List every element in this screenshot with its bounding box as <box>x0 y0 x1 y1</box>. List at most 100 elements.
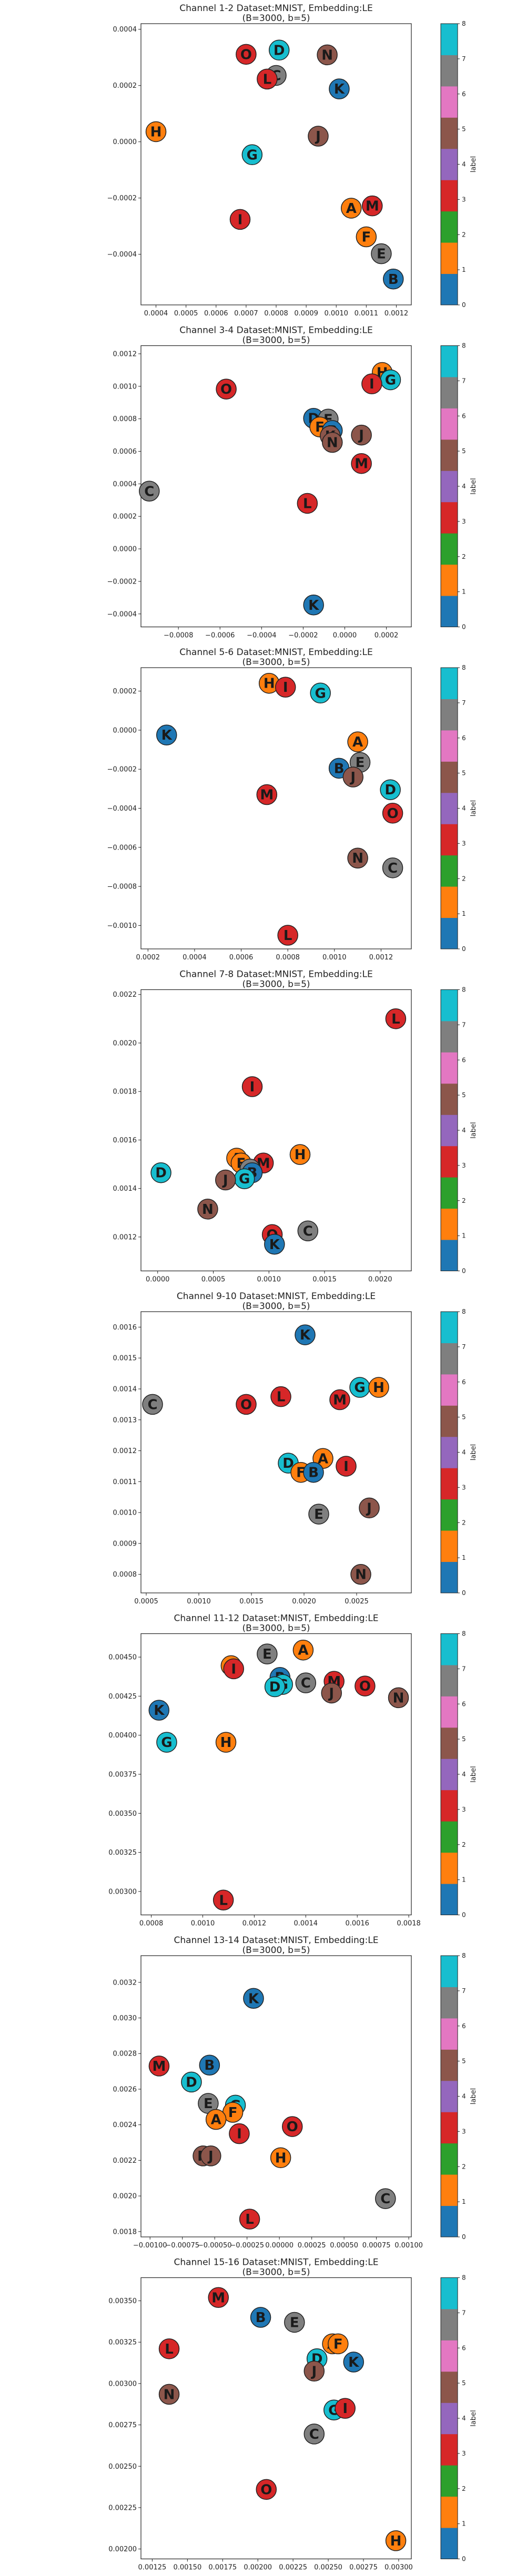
point-marker <box>361 373 382 394</box>
x-tick-label: 0.0009 <box>294 310 318 318</box>
colorbar-segment <box>441 1956 458 1987</box>
chart-subtitle: (B=3000, b=5) <box>242 1301 310 1312</box>
colorbar-tick-label: 0 <box>462 2555 466 2563</box>
point-G: G <box>310 682 331 704</box>
point-E: E <box>371 243 392 264</box>
y-tick-label: 0.0016 <box>113 1137 137 1144</box>
point-label: E <box>314 1507 323 1522</box>
point-marker <box>142 1394 163 1415</box>
chart-title: Channel 15-16 Dataset:MNIST, Embedding:L… <box>174 2257 378 2268</box>
point-label: I <box>283 680 288 696</box>
y-tick-label: 0.0002 <box>113 513 137 521</box>
colorbar-segment <box>441 2371 458 2403</box>
chart-title: Channel 1-2 Dataset:MNIST, Embedding:LE <box>179 3 372 14</box>
point-marker <box>213 1889 234 1911</box>
y-tick-label: −0.0008 <box>107 883 137 891</box>
point-D: D <box>264 1676 286 1698</box>
point-marker <box>243 1988 264 2009</box>
x-tick-label: 0.0010 <box>324 310 348 318</box>
y-tick-label: 0.0026 <box>113 2086 137 2093</box>
y-tick-label: 0.00325 <box>108 2339 137 2347</box>
point-O: O <box>236 44 257 65</box>
point-A: A <box>347 731 368 752</box>
colorbar-segment <box>441 1436 458 1468</box>
colorbar-segment <box>441 1343 458 1375</box>
point-label: C <box>303 1223 313 1239</box>
colorbar-tick-label: 0 <box>462 1911 466 1919</box>
y-tick-label: −0.0002 <box>107 766 137 774</box>
colorbar-tick-label: 8 <box>462 1630 466 1638</box>
point-label: J <box>315 129 321 145</box>
point-label: J <box>222 1173 228 1189</box>
colorbar-tick-label: 6 <box>462 1700 466 1708</box>
chart-subtitle: (B=3000, b=5) <box>242 2267 310 2278</box>
colorbar-segment <box>441 1852 458 1884</box>
y-tick-label: 0.00200 <box>108 2546 137 2553</box>
point-K: K <box>148 1700 170 1721</box>
colorbar-segment <box>441 1561 458 1593</box>
point-label: L <box>165 2342 174 2357</box>
point-marker <box>181 2071 202 2093</box>
point-K: K <box>303 595 324 616</box>
point-J: J <box>321 1682 342 1704</box>
point-marker <box>304 2424 325 2445</box>
point-label: D <box>155 1166 167 1181</box>
colorbar: 0 1 2 3 4 5 6 7 8 label <box>440 1308 478 1597</box>
y-tick-label: −0.0010 <box>107 922 137 930</box>
y-tick-label: 0.0016 <box>113 1324 137 1332</box>
colorbar-tick-label: 6 <box>462 412 466 420</box>
point-label: E <box>377 247 386 262</box>
chart-panel-4: Channel 7-8 Dataset:MNIST, Embedding:LE(… <box>113 969 478 1284</box>
point-marker <box>295 1324 316 1345</box>
colorbar: 0 1 2 3 4 5 6 7 8 label <box>440 1952 478 2241</box>
colorbar-segment <box>441 148 458 180</box>
colorbar-tick-label: 5 <box>462 126 466 133</box>
point-marker <box>256 784 278 805</box>
point-label: O <box>220 382 232 397</box>
y-tick-label: 0.0012 <box>113 1233 137 1241</box>
x-tick-label: 0.0015 <box>239 1598 264 1606</box>
point-O: O <box>256 2479 277 2500</box>
chart-subtitle: (B=3000, b=5) <box>242 979 310 990</box>
colorbar-segment <box>441 2018 458 2050</box>
y-tick-label: 0.0004 <box>113 26 137 34</box>
y-tick-label: 0.00450 <box>108 1654 137 1662</box>
y-tick-label: 0.0009 <box>113 1540 137 1548</box>
point-C: C <box>382 857 403 878</box>
point-M: M <box>351 453 372 474</box>
colorbar-tick-label: 7 <box>462 377 466 384</box>
point-F: F <box>328 2333 349 2355</box>
point-marker <box>308 1504 329 1525</box>
chart-title: Channel 11-12 Dataset:MNIST, Embedding:L… <box>174 1613 378 1624</box>
colorbar-segment <box>441 2277 458 2309</box>
x-tick-label: −0.00025 <box>230 2242 264 2250</box>
y-tick-label: 0.0000 <box>113 727 137 734</box>
colorbar-segment <box>441 376 458 408</box>
colorbar-segment <box>441 1727 458 1759</box>
colorbar-tick-label: 7 <box>462 1665 466 1672</box>
point-label: L <box>284 928 292 944</box>
point-marker <box>236 1394 257 1415</box>
point-G: G <box>156 1732 177 1753</box>
point-marker <box>362 195 383 217</box>
point-marker <box>371 243 392 264</box>
point-marker <box>385 2530 407 2551</box>
point-I: I <box>241 1076 263 1097</box>
x-tick-label: 0.0000 <box>146 1276 170 1284</box>
colorbar-tick-label: 4 <box>462 1449 466 1456</box>
colorbar-segment <box>441 824 458 856</box>
point-label: L <box>263 71 272 87</box>
colorbar-tick-label: 2 <box>462 553 466 560</box>
colorbar: 0 1 2 3 4 5 6 7 8 label <box>440 986 478 1275</box>
point-label: G <box>239 1171 250 1187</box>
point-label: E <box>356 755 365 771</box>
colorbar-segment <box>441 1208 458 1240</box>
point-label: K <box>161 728 173 743</box>
colorbar-tick-label: 3 <box>462 2450 466 2457</box>
point-F: F <box>356 226 377 248</box>
y-tick-label: 0.0022 <box>113 991 137 999</box>
point-label: A <box>298 1643 308 1659</box>
y-tick-label: 0.00250 <box>108 2463 137 2471</box>
point-label: O <box>387 806 398 822</box>
